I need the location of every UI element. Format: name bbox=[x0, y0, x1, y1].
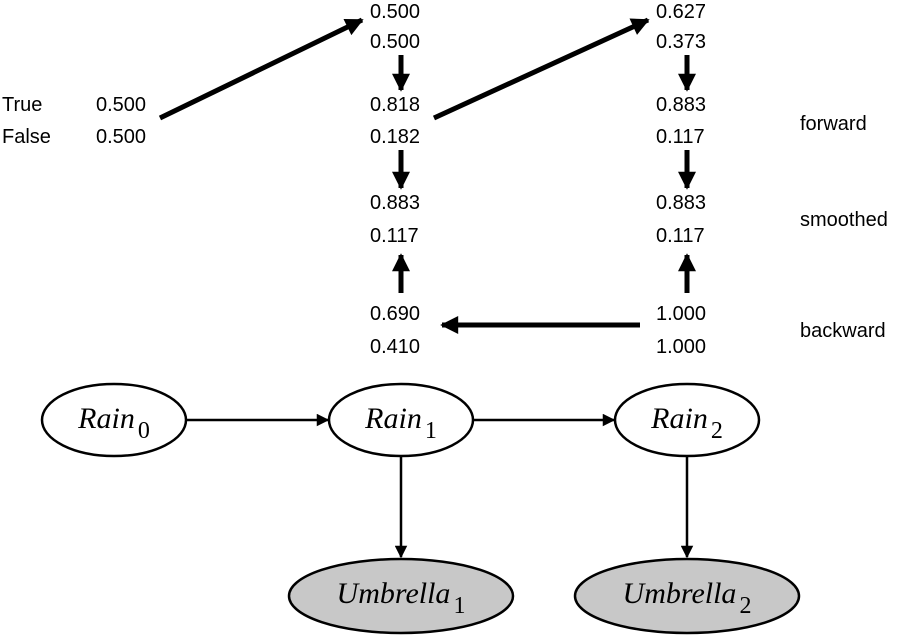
node-umbrella1-name: Umbrella bbox=[337, 577, 451, 610]
node-umbrella2-sub: 2 bbox=[739, 593, 751, 619]
step1-backward-true: 0.690 bbox=[370, 303, 420, 325]
prior-true: 0.500 bbox=[96, 94, 146, 116]
step2-backward-false: 1.000 bbox=[656, 336, 706, 358]
node-umbrella2: Umbrella 2 bbox=[573, 557, 801, 635]
arrow-forward1-to-predicted2 bbox=[432, 17, 650, 121]
step1-predicted-false: 0.500 bbox=[370, 31, 420, 53]
node-rain2: Rain 2 bbox=[613, 382, 761, 458]
section-label-backward: backward bbox=[800, 320, 886, 342]
step2-forward-true: 0.883 bbox=[656, 94, 706, 116]
step2-backward-true: 1.000 bbox=[656, 303, 706, 325]
node-rain0-name: Rain bbox=[77, 402, 135, 435]
node-rain2-sub: 2 bbox=[711, 418, 723, 444]
step1-forward-false: 0.182 bbox=[370, 126, 420, 148]
step1-smoothed-false: 0.117 bbox=[370, 225, 419, 247]
label-false: False bbox=[2, 126, 51, 148]
prior-false: 0.500 bbox=[96, 126, 146, 148]
step2-predicted-false: 0.373 bbox=[656, 31, 706, 53]
label-true: True bbox=[2, 94, 42, 116]
node-rain0: Rain 0 bbox=[40, 382, 188, 458]
step2-smoothed-false: 0.117 bbox=[656, 225, 705, 247]
arrow-prior-to-predicted1 bbox=[158, 17, 364, 121]
step1-smoothed-true: 0.883 bbox=[370, 192, 420, 214]
node-rain2-name: Rain bbox=[650, 402, 708, 435]
section-label-smoothed: smoothed bbox=[800, 209, 888, 231]
node-rain1: Rain 1 bbox=[327, 382, 475, 458]
section-label-forward: forward bbox=[800, 113, 867, 135]
step1-predicted-true: 0.500 bbox=[370, 1, 420, 23]
step2-forward-false: 0.117 bbox=[656, 126, 705, 148]
step2-predicted-true: 0.627 bbox=[656, 1, 706, 23]
node-umbrella2-name: Umbrella bbox=[623, 577, 737, 610]
node-rain1-sub: 1 bbox=[425, 418, 437, 444]
step1-forward-true: 0.818 bbox=[370, 94, 420, 116]
node-umbrella1: Umbrella 1 bbox=[287, 557, 515, 635]
step2-smoothed-true: 0.883 bbox=[656, 192, 706, 214]
node-rain0-sub: 0 bbox=[138, 418, 150, 444]
node-umbrella1-sub: 1 bbox=[453, 593, 465, 619]
node-rain1-name: Rain bbox=[364, 402, 422, 435]
step1-backward-false: 0.410 bbox=[370, 336, 420, 358]
